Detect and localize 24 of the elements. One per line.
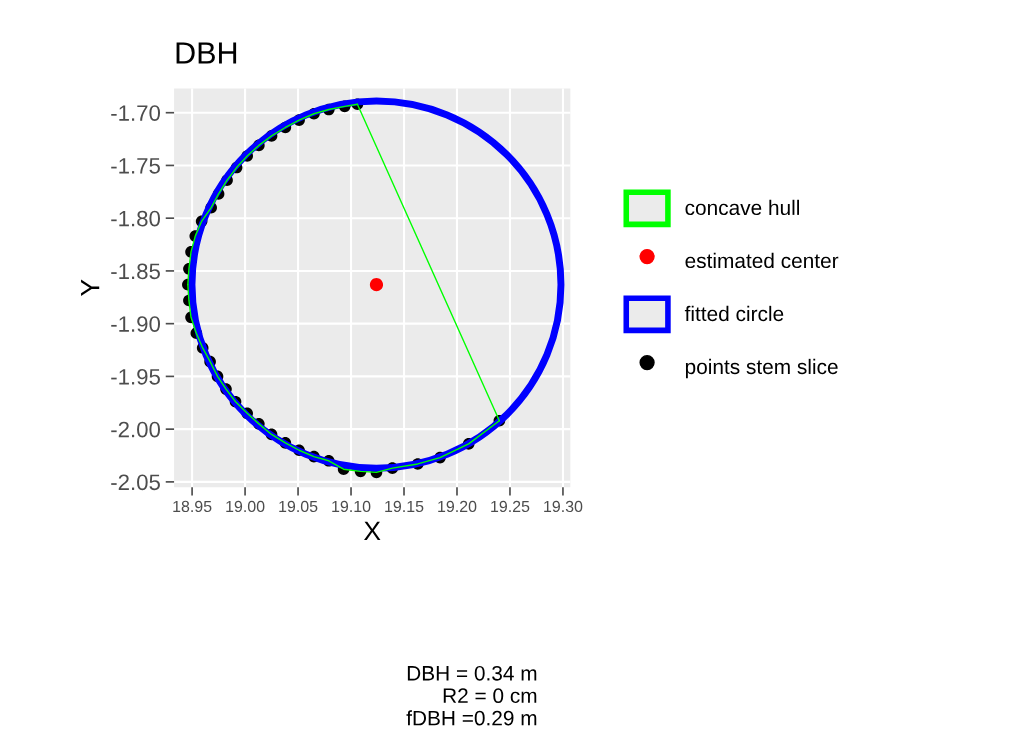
y-tick-label: -1.90 [111, 316, 161, 332]
x-tick-label: 19.00 [226, 500, 265, 513]
y-axis-title: Y [81, 279, 100, 297]
x-tick-label: 19.25 [491, 500, 530, 513]
y-tick-label: -1.80 [111, 210, 161, 227]
y-tick-label: -1.70 [111, 105, 161, 121]
text: DBH = 0.34 m R2 = 0 cm fDBH =0.29 m [406, 665, 537, 726]
chart-title: DBH [176, 42, 237, 64]
y-tick-label: -1.85 [111, 263, 160, 280]
y-tick-label: -1.95 [111, 368, 160, 385]
y-tick-label: -2.05 [111, 474, 160, 491]
legend-label: concave hull [685, 199, 800, 216]
x-axis-title: X [364, 521, 381, 540]
x-tick-label: 19.30 [544, 500, 583, 513]
legend-label: points stem slice [685, 358, 838, 379]
x-tick-label: 19.05 [279, 500, 318, 513]
x-tick-label: 19.20 [438, 500, 477, 513]
legend-label: estimated center [685, 252, 839, 269]
legend-label: fitted circle [684, 305, 784, 322]
x-tick-label: 19.10 [332, 500, 371, 513]
y-tick-label: -2.00 [111, 421, 161, 438]
x-tick-label: 18.95 [173, 500, 212, 513]
x-tick-label: 19.15 [385, 500, 424, 513]
y-tick-label: -1.75 [111, 158, 160, 174]
